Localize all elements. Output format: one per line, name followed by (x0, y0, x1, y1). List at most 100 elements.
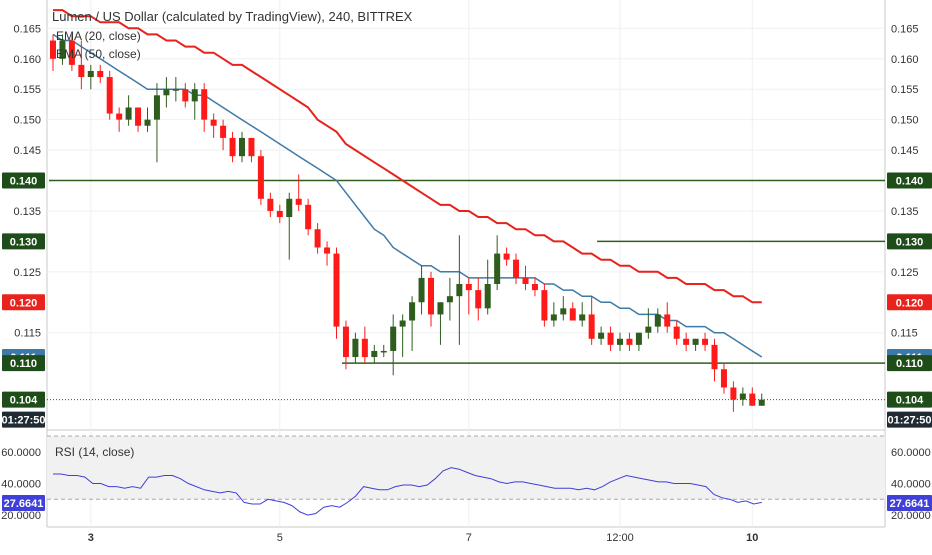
candle-down (626, 338, 633, 345)
price-tick-right: 0.145 (891, 145, 919, 157)
price-tag-left: 0.140 (10, 176, 38, 188)
price-tick-left: 0.155 (13, 84, 41, 96)
price-tag-right-bg (887, 294, 932, 311)
candle-down (210, 119, 217, 126)
candle-up (456, 284, 463, 297)
rsi-tick-left: 40.0000 (1, 478, 41, 490)
candle-down (295, 198, 302, 205)
price-tag-left-bg (2, 233, 45, 250)
candle-up (418, 277, 425, 303)
countdown-right-bg (887, 411, 932, 428)
rsi-tick-right: 20.0000 (891, 510, 931, 522)
candle-up (125, 107, 132, 120)
candle-down (276, 210, 283, 218)
candle-up (494, 253, 501, 284)
time-tick: 7 (466, 532, 472, 544)
horizontal-lines (47, 179, 885, 401)
candle-down (68, 40, 75, 65)
price-tag-left: 0.120 (10, 297, 38, 309)
candle-up (437, 302, 444, 315)
candle-down (267, 198, 274, 211)
price-tag-right-bg (887, 172, 932, 189)
candle-up (399, 320, 406, 327)
candle-up (286, 198, 293, 218)
candle-down (97, 70, 104, 78)
candle-up (144, 119, 151, 126)
candle-down (305, 204, 312, 230)
candle-up (371, 350, 378, 358)
candle-down (503, 253, 510, 260)
price-tick-left: 0.125 (13, 267, 41, 279)
candle-down (333, 253, 340, 327)
candle-up (172, 89, 179, 91)
price-tick-right: 0.155 (891, 84, 919, 96)
candle-down (513, 259, 520, 278)
candle-down (702, 338, 709, 345)
candle-up (484, 284, 491, 309)
price-tick-right: 0.115 (891, 328, 918, 340)
price-tag-right: 0.104 (896, 395, 924, 407)
price-tick-left: 0.160 (13, 54, 41, 66)
price-tick-right: 0.160 (891, 54, 919, 66)
candle-down (78, 64, 85, 78)
price-tag-left-bg (2, 172, 45, 189)
price-tag-right-bg (887, 233, 932, 250)
candle-down (182, 89, 189, 102)
countdown-left: 01:27:50 (1, 415, 45, 427)
candle-up (87, 70, 94, 78)
price-tag-left: 0.130 (10, 236, 38, 248)
candle-up (635, 332, 642, 345)
candle-down (522, 277, 529, 284)
time-tick: 5 (277, 532, 283, 544)
price-tick-left: 0.115 (14, 328, 41, 340)
price-tick-left: 0.145 (13, 145, 41, 157)
candle-layer (50, 34, 765, 412)
candle-down (314, 229, 321, 248)
candle-down (711, 344, 718, 370)
rsi-band (47, 436, 885, 500)
candle-up (191, 89, 198, 102)
candle-down (683, 338, 690, 345)
price-tick-left: 0.150 (13, 115, 41, 127)
rsi-tag-left-bg (2, 494, 45, 511)
price-tick-right: 0.165 (891, 23, 919, 35)
candle-down (749, 393, 756, 406)
price-tag-right-bg (887, 355, 932, 372)
price-tick-right: 0.125 (891, 267, 919, 279)
candle-up (390, 326, 397, 351)
candle-down (135, 107, 142, 126)
chart-title: Lumen / US Dollar (calculated by Trading… (52, 9, 413, 24)
candle-up (598, 332, 605, 339)
time-tick: 10 (746, 532, 758, 544)
price-tag-right-bg (887, 391, 932, 408)
price-tick-right: 0.150 (891, 115, 919, 127)
price-tag-left-bg (2, 391, 45, 408)
candle-up (645, 326, 652, 333)
candle-down (475, 290, 482, 309)
price-tick-left: 0.135 (13, 206, 41, 218)
candle-down (116, 113, 123, 120)
candle-up (739, 393, 746, 400)
candle-down (324, 247, 331, 254)
candle-up (163, 89, 170, 96)
candle-up (579, 314, 586, 321)
price-tag-right: 0.120 (896, 297, 924, 309)
candle-up (758, 399, 765, 406)
candle-down (588, 314, 595, 339)
candle-down (220, 125, 227, 138)
time-tick: 3 (88, 532, 94, 544)
candle-up (617, 338, 623, 345)
rsi-tick-left: 60.0000 (1, 447, 41, 459)
rsi-layer (47, 435, 885, 516)
candle-down (673, 326, 680, 339)
candle-down (541, 290, 548, 321)
candle-down (361, 338, 368, 358)
candle-down (569, 308, 576, 321)
ema50-line (53, 9, 762, 304)
candle-up (550, 314, 557, 321)
candle-up (560, 308, 567, 315)
candle-down (465, 284, 472, 291)
candle-down (720, 369, 727, 388)
